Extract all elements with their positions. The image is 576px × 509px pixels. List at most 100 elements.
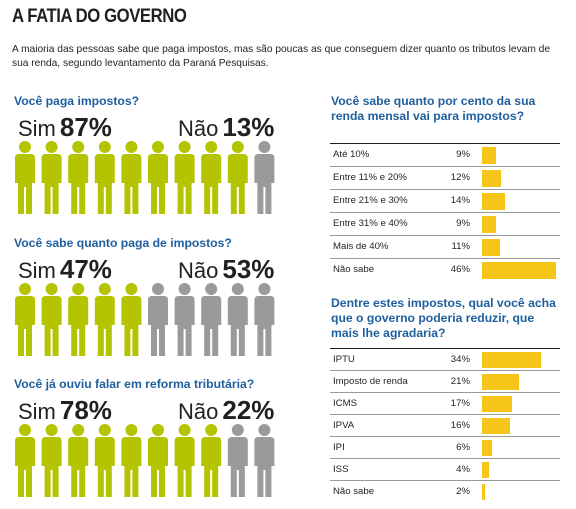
person-icon-yes [15, 141, 35, 214]
person-icon-yes [148, 141, 168, 214]
bar-value-label: 6% [456, 442, 470, 453]
person-icon-yes [201, 424, 222, 497]
bar-row: Entre 21% e 30% 14% [330, 189, 560, 213]
bar [482, 262, 556, 279]
bar [482, 484, 486, 500]
bar-row: Não sabe 46% [330, 258, 560, 282]
poll-yes-1: Sim 87% [18, 112, 112, 143]
bar [482, 193, 505, 210]
bar-value-label: 9% [456, 218, 470, 229]
person-icon-no [254, 283, 275, 356]
person-icon-yes [148, 424, 168, 497]
bar-value-label: 9% [456, 149, 470, 160]
poll-no-2: Não 53% [178, 254, 274, 285]
bar [482, 239, 500, 256]
person-icon-yes [41, 141, 62, 214]
bar-row: ISS 4% [330, 458, 560, 481]
bar-category-label: Não sabe [333, 486, 375, 497]
person-icon-yes [68, 141, 89, 214]
bar-row: IPTU 34% [330, 348, 560, 371]
bar-value-label: 17% [450, 398, 470, 409]
person-icon-yes [68, 424, 89, 497]
yes-percent: 47% [59, 254, 112, 284]
chart-title-1: Você sabe quanto por cento da sua renda … [331, 94, 536, 123]
poll-yes-3: Sim 78% [18, 395, 112, 426]
no-label: Não [178, 116, 219, 141]
bar-value-label: 11% [451, 241, 471, 252]
bar-category-label: Entre 11% e 20% [333, 172, 407, 183]
bar-category-label: Entre 31% e 40% [333, 218, 408, 229]
bar-category-label: Até 10% [333, 149, 370, 160]
poll-yes-2: Sim 47% [18, 254, 112, 285]
bar-row: Entre 31% e 40% 9% [330, 212, 560, 236]
bar [482, 170, 502, 187]
bar-value-label: 2% [456, 486, 470, 497]
bar-row: Mais de 40% 11% [330, 235, 560, 259]
bar-category-label: Imposto de renda [333, 376, 408, 387]
bar [482, 462, 489, 478]
yes-label: Sim [18, 258, 56, 283]
person-icon-yes [174, 424, 195, 497]
no-label: Não [178, 399, 219, 424]
person-icon-no [254, 424, 275, 497]
no-percent: 22% [222, 395, 275, 425]
person-icon-yes [201, 141, 222, 214]
bar-row: ICMS 17% [330, 392, 560, 415]
person-icon-no [174, 283, 195, 356]
person-icon-yes [94, 141, 115, 214]
person-icon-no [227, 283, 248, 356]
person-icon-yes [121, 424, 142, 497]
person-icon-no [201, 283, 222, 356]
bar [482, 396, 512, 412]
bar-value-label: 21% [450, 376, 470, 387]
no-percent: 53% [222, 254, 275, 284]
person-icon-no [254, 141, 275, 214]
bar-value-label: 16% [450, 420, 470, 431]
person-icon-yes [94, 424, 115, 497]
bar [482, 418, 510, 434]
bar-value-label: 34% [450, 354, 470, 365]
yes-percent: 87% [59, 112, 112, 142]
poll-question-2: Você sabe quanto paga de impostos? [14, 236, 232, 250]
person-icon-no [227, 424, 248, 497]
bar-row: Entre 11% e 20% 12% [330, 166, 560, 190]
bar [482, 440, 493, 456]
person-icon-yes [41, 283, 62, 356]
yes-label: Sim [18, 399, 56, 424]
bar-category-label: IPVA [333, 420, 355, 431]
person-icon-yes [121, 141, 142, 214]
person-icon-yes [15, 283, 35, 356]
person-icon-yes [174, 141, 195, 214]
bar-row: Até 10% 9% [330, 143, 560, 167]
bar-value-label: 46% [450, 264, 470, 275]
intro-text: A maioria das pessoas sabe que paga impo… [12, 44, 550, 69]
bar-row: Imposto de renda 21% [330, 370, 560, 393]
bar-category-label: IPI [333, 442, 345, 453]
bar-value-label: 4% [456, 464, 470, 475]
bar-row: IPI 6% [330, 436, 560, 459]
bar-value-label: 12% [450, 172, 470, 183]
poll-question-1: Você paga impostos? [14, 94, 140, 108]
page-title: A FATIA DO GOVERNO [12, 6, 187, 27]
person-icon-yes [227, 141, 248, 214]
people-row-2 [15, 283, 275, 356]
bar-row: Não sabe 2% [330, 480, 560, 503]
bar-category-label: Não sabe [333, 264, 375, 275]
yes-percent: 78% [59, 395, 112, 425]
chart-title-2: Dentre estes impostos, qual você acha qu… [331, 296, 556, 340]
bar-category-label: Mais de 40% [333, 241, 389, 252]
person-icon-yes [41, 424, 62, 497]
people-row-1 [15, 141, 275, 214]
bar-category-label: IPTU [333, 354, 355, 365]
bar [482, 352, 542, 368]
bar-category-label: Entre 21% e 30% [333, 195, 408, 206]
bar-category-label: ICMS [333, 398, 357, 409]
bar-category-label: ISS [333, 464, 349, 475]
bar [482, 374, 519, 390]
bar-value-label: 14% [450, 195, 470, 206]
poll-no-1: Não 13% [178, 112, 274, 143]
person-icon-yes [68, 283, 89, 356]
person-icon-yes [15, 424, 35, 497]
no-label: Não [178, 258, 219, 283]
no-percent: 13% [222, 112, 275, 142]
